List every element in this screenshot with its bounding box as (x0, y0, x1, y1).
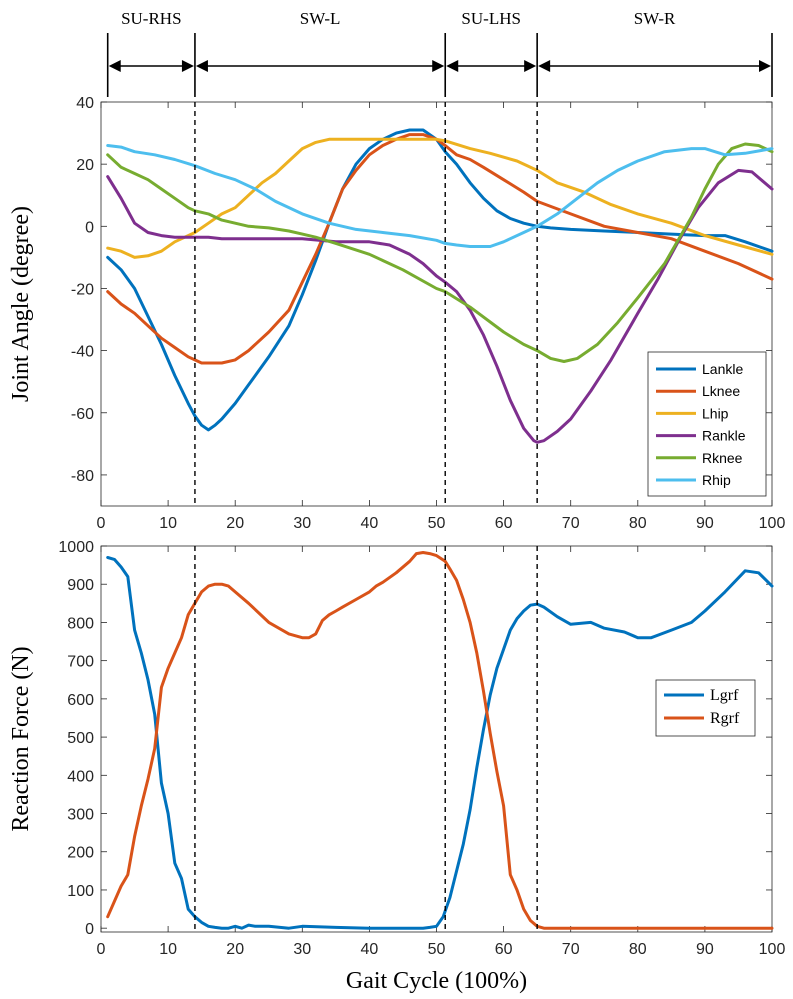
arrowhead-left-icon (538, 60, 551, 72)
legend: Lgrf Rgrf (655, 679, 756, 737)
x-tick-label: 10 (159, 515, 177, 532)
y-tick-label: 100 (67, 883, 94, 900)
legend-item-rankle: Rankle (656, 428, 746, 444)
arrowhead-left-icon (195, 60, 208, 72)
y-axis-label: Joint Angle (degree) (8, 206, 34, 402)
x-tick-label: 100 (759, 941, 786, 958)
y-tick-label: 200 (67, 845, 94, 862)
legend-box (647, 351, 767, 497)
y-tick-label: 300 (67, 807, 94, 824)
x-tick-label: 60 (495, 941, 513, 958)
x-tick-label: 60 (495, 515, 513, 532)
y-tick-label: -80 (71, 468, 94, 485)
x-axis-label: Gait Cycle (100%) (346, 968, 527, 994)
x-tick-label: 20 (226, 515, 244, 532)
phase-label: SW-L (300, 9, 341, 28)
x-tick-label: 40 (361, 515, 379, 532)
x-tick-label: 90 (696, 941, 714, 958)
x-tick-label: 0 (97, 515, 106, 532)
y-tick-label: 900 (67, 577, 94, 594)
y-tick-label: 1000 (58, 539, 94, 556)
series-line-rgrf (106, 551, 774, 930)
arrowhead-right-icon (181, 60, 194, 72)
x-tick-label: 10 (159, 941, 177, 958)
x-tick-label: 30 (293, 515, 311, 532)
phase-segment-sw-r: SW-R (538, 9, 771, 72)
x-tick-label: 50 (428, 515, 446, 532)
y-tick-label: -60 (71, 406, 94, 423)
legend-label: Rhip (702, 472, 731, 488)
y-tick-label: 400 (67, 768, 94, 785)
legend-item-rknee: Rknee (656, 450, 743, 466)
series-line-rhip (106, 144, 774, 248)
legend-label: Lknee (702, 383, 740, 399)
y-tick-label: 40 (76, 95, 94, 112)
series-line-rknee (106, 142, 774, 363)
y-tick-label: 800 (67, 615, 94, 632)
legend-label: Rgrf (710, 710, 740, 727)
legend-item-rgrf: Rgrf (664, 710, 740, 727)
y-tick-label: 600 (67, 692, 94, 709)
legend-item-rhip: Rhip (656, 472, 731, 488)
phase-bar: SU-RHS SW-L SU-LHS SW-R (106, 9, 773, 97)
y-tick-label: 0 (85, 219, 94, 236)
x-tick-label: 40 (361, 941, 379, 958)
legend-item-lknee: Lknee (656, 383, 740, 399)
x-tick-label: 100 (759, 515, 786, 532)
legend-label: Rknee (702, 450, 743, 466)
arrowhead-left-icon (108, 60, 121, 72)
y-tick-label: 20 (76, 157, 94, 174)
x-tick-label: 20 (226, 941, 244, 958)
x-tick-label: 80 (629, 941, 647, 958)
legend-label: Lankle (702, 361, 743, 377)
legend: Lankle Lknee Lhip Rankle Rknee Rhip (647, 351, 767, 497)
x-tick-label: 80 (629, 515, 647, 532)
legend-item-lhip: Lhip (656, 405, 729, 421)
y-tick-label: 0 (85, 921, 94, 938)
phase-segment-sw-l: SW-L (195, 9, 445, 72)
legend-box (655, 679, 756, 737)
phase-label: SW-R (634, 9, 676, 28)
plot-frame (100, 545, 773, 933)
y-tick-label: -40 (71, 344, 94, 361)
phase-label: SU-LHS (461, 9, 521, 28)
x-tick-label: 70 (562, 515, 580, 532)
x-tick-label: 50 (428, 941, 446, 958)
arrowhead-left-icon (446, 60, 459, 72)
legend-item-lankle: Lankle (656, 361, 743, 377)
series-line-lankle (106, 128, 774, 432)
series-line-lgrf (106, 556, 774, 930)
x-tick-label: 0 (97, 941, 106, 958)
series-line-rankle (106, 168, 774, 444)
x-tick-label: 70 (562, 941, 580, 958)
reaction-force-panel: 0 10 20 30 40 50 60 70 80 90 100010020030040050060… (8, 539, 785, 958)
x-tick-label: 30 (293, 941, 311, 958)
y-tick-label: 500 (67, 730, 94, 747)
y-tick-label: 700 (67, 654, 94, 671)
arrowhead-right-icon (432, 60, 445, 72)
y-tick-label: -20 (71, 281, 94, 298)
legend-label: Lgrf (710, 687, 739, 704)
x-tick-label: 90 (696, 515, 714, 532)
legend-label: Rankle (702, 428, 746, 444)
legend-item-lgrf: Lgrf (664, 687, 739, 704)
phase-label: SU-RHS (121, 9, 181, 28)
phase-segment-su-lhs: SU-LHS (446, 9, 537, 72)
phase-segment-su-rhs: SU-RHS (108, 9, 194, 72)
legend-label: Lhip (702, 405, 729, 421)
arrowhead-right-icon (524, 60, 537, 72)
y-axis-label: Reaction Force (N) (8, 646, 34, 831)
series-line-lknee (106, 133, 774, 365)
arrowhead-right-icon (759, 60, 771, 72)
joint-angle-panel: 0 10 20 30 40 50 60 70 80 90 100 -80 -60 -40 -20 0 20 40 J… (8, 95, 785, 532)
